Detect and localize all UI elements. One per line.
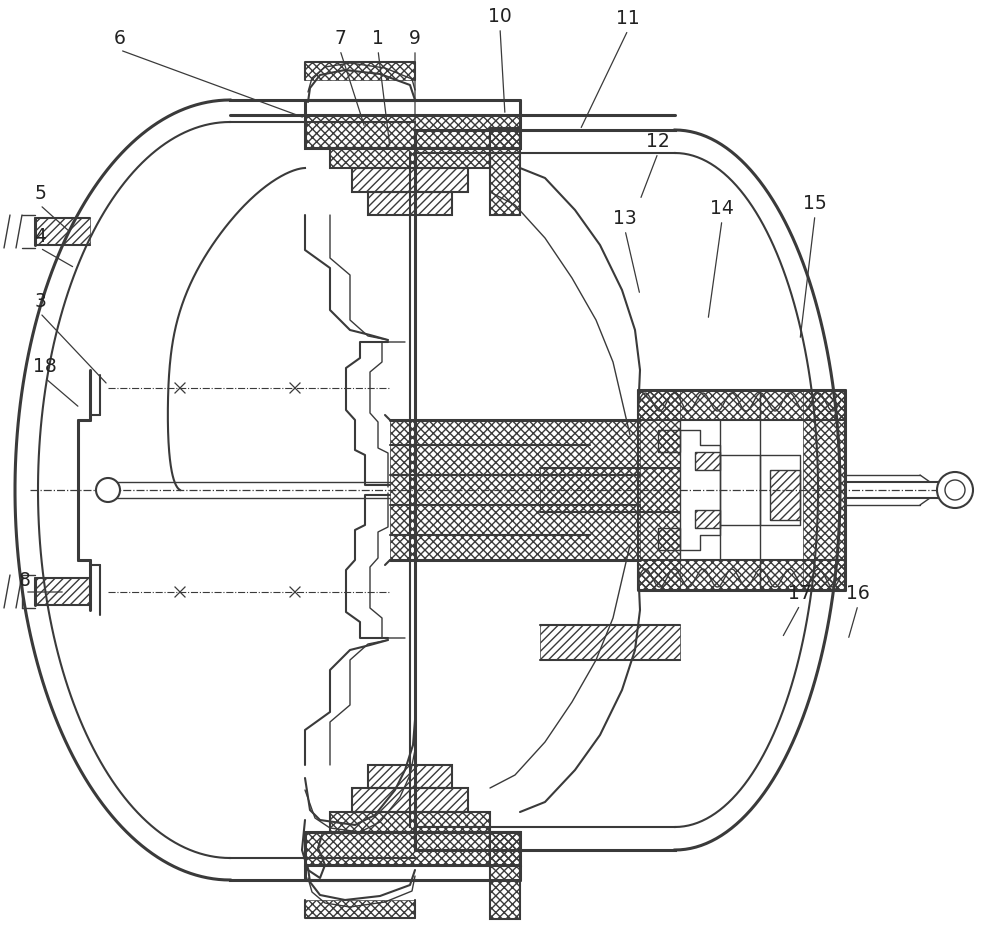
Bar [368,765,452,788]
Text: 1: 1 [372,29,384,48]
Bar [540,468,680,512]
Bar [330,812,490,832]
Text: 16: 16 [846,584,870,603]
Text: 15: 15 [803,194,827,213]
Bar [770,470,800,520]
Circle shape [937,472,973,508]
Text: 12: 12 [646,132,670,151]
Text: 8: 8 [19,571,31,590]
Bar [695,510,720,528]
Circle shape [945,480,965,500]
Bar [638,560,845,590]
Text: 13: 13 [613,209,637,228]
Bar [695,452,720,470]
Bar [638,390,680,590]
Bar [352,168,468,192]
Text: 6: 6 [114,29,126,48]
Bar [490,128,520,215]
Bar [330,148,490,168]
Bar [352,788,468,812]
Bar [305,115,520,148]
Bar [540,625,680,660]
Bar [658,528,680,550]
Bar [368,192,452,215]
Bar [658,430,680,452]
Bar [330,812,490,832]
Bar [368,765,452,788]
Text: 10: 10 [488,7,512,26]
Bar [658,430,680,452]
Bar [770,470,800,520]
Text: 3: 3 [34,292,46,311]
Bar [490,128,520,215]
Bar [305,62,415,80]
Bar [305,832,520,865]
Bar [305,832,520,865]
Bar [695,452,720,470]
Bar [490,832,520,919]
Text: 11: 11 [616,9,640,28]
Text: 7: 7 [334,29,346,48]
Text: 5: 5 [34,184,46,203]
Bar [305,115,520,148]
Bar [305,900,415,918]
Text: 17: 17 [788,584,812,603]
Text: 9: 9 [409,29,421,48]
Bar [330,148,490,168]
Bar [490,832,520,919]
Bar [638,390,845,420]
Bar [695,510,720,528]
Circle shape [96,478,120,502]
Bar [352,788,468,812]
Bar [352,168,468,192]
Bar [390,420,640,560]
Text: 14: 14 [710,199,734,218]
Text: 18: 18 [33,357,57,376]
Bar [368,192,452,215]
Bar [803,390,845,590]
Text: 4: 4 [34,227,46,246]
Bar [35,218,90,245]
Bar [35,578,90,605]
Bar [658,528,680,550]
